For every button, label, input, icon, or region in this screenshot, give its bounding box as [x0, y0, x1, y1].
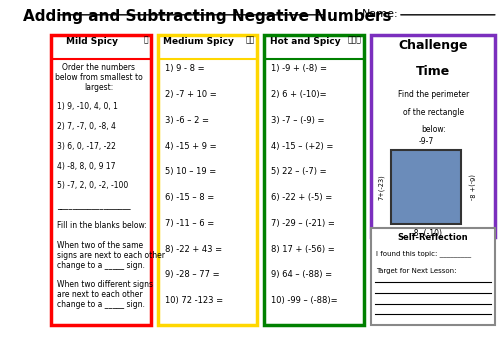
Text: change to a _____ sign.: change to a _____ sign. [56, 261, 144, 269]
Text: 1) 9, -10, 4, 0, 1: 1) 9, -10, 4, 0, 1 [56, 102, 118, 111]
Text: are next to each other: are next to each other [56, 290, 142, 299]
Text: 2) 7, -7, 0, -8, 4: 2) 7, -7, 0, -8, 4 [56, 122, 116, 131]
Text: Time: Time [416, 65, 450, 78]
Text: 1) 9 - 8 =: 1) 9 - 8 = [164, 64, 204, 73]
Text: 10) -99 – (-88)=: 10) -99 – (-88)= [271, 296, 338, 305]
Text: Mild Spicy: Mild Spicy [66, 37, 118, 46]
Text: 4) -15 – (+2) =: 4) -15 – (+2) = [271, 142, 334, 150]
Text: 3) -7 – (-9) =: 3) -7 – (-9) = [271, 116, 324, 125]
FancyBboxPatch shape [371, 35, 496, 237]
Text: 9) 64 – (-88) =: 9) 64 – (-88) = [271, 270, 332, 279]
Text: -8- (-10): -8- (-10) [411, 229, 442, 238]
Text: 7+(-23): 7+(-23) [378, 174, 384, 200]
Text: When two of the same: When two of the same [56, 241, 143, 250]
Text: 8) 17 + (-56) =: 8) 17 + (-56) = [271, 245, 335, 253]
FancyBboxPatch shape [51, 35, 151, 325]
Text: 5) 10 – 19 =: 5) 10 – 19 = [164, 167, 216, 176]
Text: below from smallest to: below from smallest to [55, 73, 142, 82]
Text: -9-7: -9-7 [418, 138, 434, 146]
Text: 1) -9 + (-8) =: 1) -9 + (-8) = [271, 64, 327, 73]
FancyBboxPatch shape [371, 228, 496, 325]
Text: Fill in the blanks below:: Fill in the blanks below: [56, 221, 146, 230]
Text: 2) -7 + 10 =: 2) -7 + 10 = [164, 90, 216, 99]
Text: 5) 22 – (-7) =: 5) 22 – (-7) = [271, 167, 326, 176]
Text: (6-)+ 8-: (6-)+ 8- [468, 174, 474, 200]
FancyBboxPatch shape [264, 35, 364, 325]
Text: 6) -15 – 8 =: 6) -15 – 8 = [164, 193, 214, 202]
Text: 3) -6 – 2 =: 3) -6 – 2 = [164, 116, 208, 125]
Text: 9) -28 – 77 =: 9) -28 – 77 = [164, 270, 219, 279]
Text: 6) -22 + (-5) =: 6) -22 + (-5) = [271, 193, 332, 202]
Text: Name:: Name: [362, 9, 399, 19]
Text: When two different signs: When two different signs [56, 280, 152, 289]
Text: 4) -8, 8, 0, 9 17: 4) -8, 8, 0, 9 17 [56, 162, 115, 170]
Text: Self-Reflection: Self-Reflection [398, 233, 468, 242]
Text: 7) -11 – 6 =: 7) -11 – 6 = [164, 219, 214, 228]
Text: ___________________: ___________________ [56, 201, 130, 210]
Text: Challenge: Challenge [398, 39, 468, 52]
Text: largest:: largest: [84, 83, 114, 91]
Text: 8) -22 + 43 =: 8) -22 + 43 = [164, 245, 222, 253]
Text: 3) 6, 0, -17, -22: 3) 6, 0, -17, -22 [56, 142, 116, 151]
FancyBboxPatch shape [158, 35, 258, 325]
Text: 🌶🌶: 🌶🌶 [246, 35, 255, 44]
Text: signs are next to each other: signs are next to each other [56, 251, 164, 259]
Text: Find the perimeter: Find the perimeter [398, 90, 469, 99]
Text: change to a _____ sign.: change to a _____ sign. [56, 300, 144, 309]
Text: 7) -29 – (-21) =: 7) -29 – (-21) = [271, 219, 335, 228]
Text: Order the numbers: Order the numbers [62, 63, 136, 72]
Text: 10) 72 -123 =: 10) 72 -123 = [164, 296, 222, 305]
Text: 🌶: 🌶 [144, 35, 148, 44]
Text: 🌶🌶🌶: 🌶🌶🌶 [348, 35, 362, 44]
Text: of the rectangle: of the rectangle [402, 108, 464, 116]
Text: Hot and Spicy: Hot and Spicy [270, 37, 340, 46]
Text: Target for Next Lesson:: Target for Next Lesson: [376, 268, 456, 274]
Text: Adding and Subtracting Negative Numbers: Adding and Subtracting Negative Numbers [24, 9, 392, 24]
Text: Medium Spicy: Medium Spicy [163, 37, 234, 46]
Text: 4) -15 + 9 =: 4) -15 + 9 = [164, 142, 216, 150]
Text: below:: below: [421, 125, 446, 134]
Text: I found this topic: _________: I found this topic: _________ [376, 251, 472, 257]
Text: 5) -7, 2, 0, -2, -100: 5) -7, 2, 0, -2, -100 [56, 181, 128, 190]
Bar [391, 150, 462, 224]
Text: 2) 6 + (-10)=: 2) 6 + (-10)= [271, 90, 326, 99]
